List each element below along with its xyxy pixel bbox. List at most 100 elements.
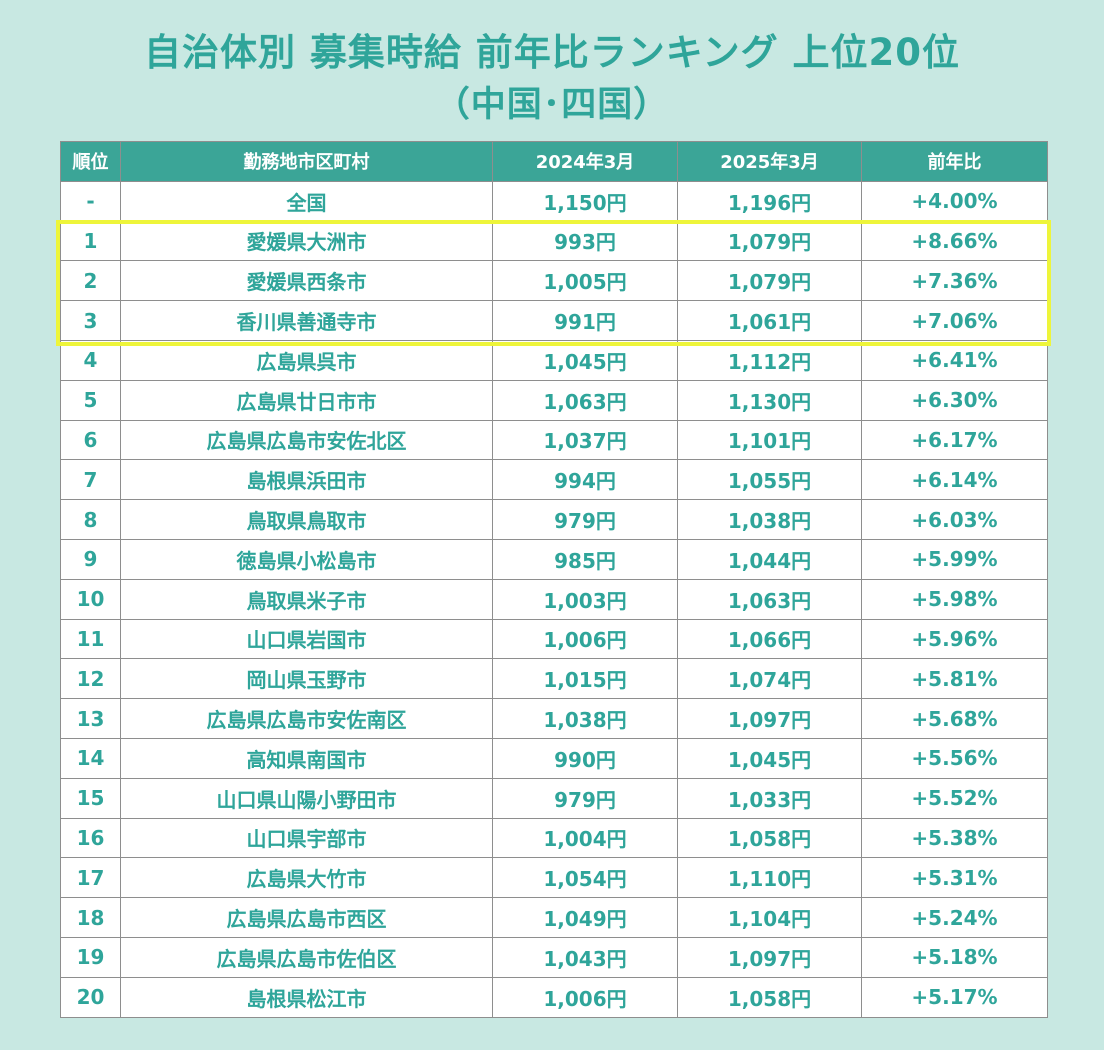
cell-area: 鳥取県米子市 (120, 578, 493, 620)
cell-2024: 1,150円 (492, 180, 678, 222)
cell-area: 岡山県玉野市 (120, 658, 493, 700)
cell-2024: 1,003円 (492, 578, 678, 620)
table-body: - 全国 1,150円 1,196円 +4.00% 1 愛媛県大洲市 993円 1,079円 +8… (60, 180, 1048, 1018)
cell-yoy: +5.98% (861, 578, 1048, 620)
cell-yoy: +5.18% (861, 936, 1048, 978)
cell-2024: 1,043円 (492, 936, 678, 978)
page-subtitle: （中国･四国） (434, 85, 670, 125)
table-row: 11 山口県岩国市 1,006円 1,066円 +5.96% (60, 618, 1048, 660)
cell-rank: 3 (60, 300, 121, 341)
cell-rank: 19 (60, 936, 121, 978)
cell-2025: 1,058円 (677, 976, 862, 1018)
cell-yoy: +5.68% (861, 698, 1048, 739)
cell-2024: 1,004円 (492, 817, 678, 859)
cell-yoy: +4.00% (861, 180, 1048, 222)
cell-yoy: +6.30% (861, 379, 1048, 421)
cell-2025: 1,033円 (677, 777, 862, 819)
table-row: 5 広島県廿日市市 1,063円 1,130円 +6.30% (60, 379, 1048, 421)
cell-rank: 10 (60, 578, 121, 620)
header-area: 勤務地市区町村 (120, 141, 493, 182)
table-row: 17 広島県大竹市 1,054円 1,110円 +5.31% (60, 857, 1048, 899)
table-row: 6 広島県広島市安佐北区 1,037円 1,101円 +6.17% (60, 419, 1048, 461)
cell-2024: 1,038円 (492, 698, 678, 739)
page-title: 自治体別 募集時給 前年比ランキング 上位20位 (143, 31, 961, 74)
cell-yoy: +6.14% (861, 459, 1048, 501)
cell-area: 広島県広島市安佐南区 (120, 698, 493, 739)
cell-area: 島根県松江市 (120, 976, 493, 1018)
header-2025: 2025年3月 (677, 141, 862, 182)
cell-rank: 5 (60, 379, 121, 421)
cell-area: 広島県広島市西区 (120, 897, 493, 938)
cell-2024: 994円 (492, 459, 678, 501)
header-yoy: 前年比 (861, 141, 1048, 182)
cell-area: 鳥取県鳥取市 (120, 499, 493, 540)
cell-rank: 1 (60, 220, 121, 262)
cell-2025: 1,061円 (677, 300, 862, 341)
table-row: 7 島根県浜田市 994円 1,055円 +6.14% (60, 459, 1048, 501)
cell-area: 高知県南国市 (120, 737, 493, 779)
header-2024: 2024年3月 (492, 141, 678, 182)
table-row: 4 広島県呉市 1,045円 1,112円 +6.41% (60, 339, 1048, 381)
cell-rank: 4 (60, 339, 121, 381)
cell-2024: 990円 (492, 737, 678, 779)
cell-2024: 993円 (492, 220, 678, 262)
cell-2024: 1,006円 (492, 618, 678, 660)
table-row: 12 岡山県玉野市 1,015円 1,074円 +5.81% (60, 658, 1048, 700)
cell-rank: 8 (60, 499, 121, 540)
cell-area: 広島県大竹市 (120, 857, 493, 899)
cell-2024: 991円 (492, 300, 678, 341)
table-row: - 全国 1,150円 1,196円 +4.00% (60, 180, 1048, 222)
cell-2025: 1,055円 (677, 459, 862, 501)
table-row: 2 愛媛県西条市 1,005円 1,079円 +7.36% (60, 260, 1048, 302)
cell-yoy: +5.99% (861, 538, 1048, 580)
cell-2024: 1,006円 (492, 976, 678, 1018)
cell-2025: 1,097円 (677, 698, 862, 739)
cell-2025: 1,079円 (677, 260, 862, 302)
cell-2024: 1,049円 (492, 897, 678, 938)
cell-2025: 1,045円 (677, 737, 862, 779)
cell-rank: 20 (60, 976, 121, 1018)
table-row: 20 島根県松江市 1,006円 1,058円 +5.17% (60, 976, 1048, 1018)
cell-rank: 16 (60, 817, 121, 859)
cell-rank: 9 (60, 538, 121, 580)
cell-yoy: +6.41% (861, 339, 1048, 381)
cell-area: 広島県広島市佐伯区 (120, 936, 493, 978)
cell-area: 香川県善通寺市 (120, 300, 493, 341)
cell-2025: 1,130円 (677, 379, 862, 421)
table-row: 16 山口県宇部市 1,004円 1,058円 +5.38% (60, 817, 1048, 859)
cell-2025: 1,079円 (677, 220, 862, 262)
cell-yoy: +5.52% (861, 777, 1048, 819)
cell-2025: 1,196円 (677, 180, 862, 222)
cell-yoy: +5.56% (861, 737, 1048, 779)
table-row: 1 愛媛県大洲市 993円 1,079円 +8.66% (60, 220, 1048, 262)
cell-2024: 985円 (492, 538, 678, 580)
cell-yoy: +5.31% (861, 857, 1048, 899)
cell-2025: 1,097円 (677, 936, 862, 978)
cell-area: 愛媛県西条市 (120, 260, 493, 302)
cell-rank: 11 (60, 618, 121, 660)
cell-yoy: +5.24% (861, 897, 1048, 938)
cell-2025: 1,101円 (677, 419, 862, 461)
cell-rank: 2 (60, 260, 121, 302)
cell-2024: 1,063円 (492, 379, 678, 421)
cell-area: 全国 (120, 180, 493, 222)
cell-rank: 15 (60, 777, 121, 819)
table-row: 10 鳥取県米子市 1,003円 1,063円 +5.98% (60, 578, 1048, 620)
cell-yoy: +7.06% (861, 300, 1048, 341)
cell-2024: 1,015円 (492, 658, 678, 700)
cell-rank: 18 (60, 897, 121, 938)
table-row: 9 徳島県小松島市 985円 1,044円 +5.99% (60, 538, 1048, 580)
cell-area: 山口県岩国市 (120, 618, 493, 660)
cell-rank: 17 (60, 857, 121, 899)
table-header-row: 順位 勤務地市区町村 2024年3月 2025年3月 前年比 (60, 141, 1048, 182)
table-row: 14 高知県南国市 990円 1,045円 +5.56% (60, 737, 1048, 779)
table-row: 18 広島県広島市西区 1,049円 1,104円 +5.24% (60, 897, 1048, 938)
cell-area: 広島県廿日市市 (120, 379, 493, 421)
cell-area: 広島県広島市安佐北区 (120, 419, 493, 461)
cell-2024: 1,005円 (492, 260, 678, 302)
cell-rank: 13 (60, 698, 121, 739)
header-rank: 順位 (60, 141, 121, 182)
cell-yoy: +6.03% (861, 499, 1048, 540)
cell-yoy: +5.38% (861, 817, 1048, 859)
cell-2025: 1,066円 (677, 618, 862, 660)
